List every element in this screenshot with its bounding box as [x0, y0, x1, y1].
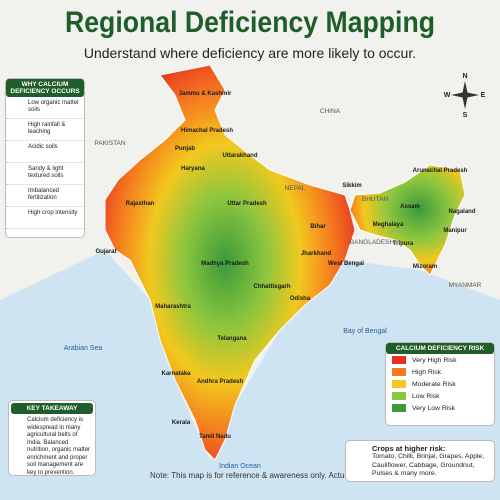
state-label: Haryana: [181, 166, 205, 172]
legend-swatch: [392, 404, 406, 412]
state-label: Meghalaya: [373, 222, 404, 228]
sea-label: Bay of Bengal: [343, 328, 387, 335]
state-label: Manipur: [443, 228, 467, 234]
causes-title: WHY CALCIUM DEFICIENCY OCCURS: [6, 79, 84, 97]
state-label: Nagaland: [448, 209, 475, 215]
legend-label: Very Low Risk: [412, 404, 456, 412]
country-label: MYANMAR: [449, 282, 482, 289]
state-label: Andhra Pradesh: [197, 379, 244, 385]
note: Note: This map is for reference & awaren…: [150, 471, 442, 480]
takeaway-text: Calcium deficiency is widespread in many…: [27, 417, 91, 476]
compass-label: W: [444, 92, 451, 99]
state-label: Odisha: [290, 296, 311, 302]
cause-item: High rainfall & leaching: [6, 119, 84, 141]
cause-item: Sandy & light textured soils: [6, 163, 84, 185]
legend-label: Very High Risk: [412, 356, 457, 364]
state-label: Mizoram: [413, 264, 437, 270]
state-label: Telangana: [217, 336, 247, 342]
takeaway-title: KEY TAKEAWAY: [11, 403, 93, 414]
cause-item: Low organic matter soils: [6, 97, 84, 119]
state-label: Himachal Pradesh: [181, 128, 233, 134]
legend-row: Very High Risk: [386, 354, 494, 366]
title: Regional Deficiency Mapping: [65, 6, 435, 39]
takeaway-panel: KEY TAKEAWAY Calcium deficiency is wides…: [8, 400, 96, 476]
compass: N E S W: [444, 73, 486, 119]
state-label: Rajasthan: [126, 201, 155, 207]
state-label: Madhya Pradesh: [201, 261, 249, 267]
crops-text: Tomato, Chilli, Brinjal, Grapes, Apple, …: [372, 453, 485, 478]
legend-swatch: [392, 368, 406, 376]
legend-row: Moderate Risk: [386, 378, 494, 390]
state-label: West Bengal: [328, 261, 364, 267]
country-label: CHINA: [320, 108, 341, 115]
state-label: Tripura: [393, 241, 414, 247]
legend-swatch: [392, 392, 406, 400]
country-label: BHUTAN: [362, 196, 389, 203]
legend-label: High Risk: [412, 368, 442, 376]
state-label: Uttar Pradesh: [227, 201, 267, 207]
state-label: Maharashtra: [155, 304, 191, 310]
state-label: Gujarat: [95, 249, 116, 255]
country-label: BANGLADESH: [350, 239, 395, 246]
legend-row: Very Low Risk: [386, 402, 494, 414]
legend-label: Moderate Risk: [412, 380, 456, 388]
legend-row: High Risk: [386, 366, 494, 378]
compass-label: E: [481, 92, 486, 99]
legend-label: Low Risk: [412, 392, 440, 400]
sea: [0, 250, 500, 500]
cause-item: Imbalanced fertilization: [6, 185, 84, 207]
compass-label: N: [462, 73, 467, 80]
state-label: Arunachal Pradesh: [413, 168, 468, 174]
state-label: Assam: [400, 204, 420, 210]
state-label: Chhattisgarh: [253, 284, 290, 290]
causes-panel: WHY CALCIUM DEFICIENCY OCCURS Low organi…: [5, 78, 85, 238]
state-label: Jammu & Kashmir: [179, 91, 232, 97]
legend-items: Very High Risk High Risk Moderate Risk Low …: [386, 354, 494, 414]
cause-item: High crop intensity: [6, 207, 84, 229]
compass-label: S: [463, 112, 468, 119]
state-label: Tamil Nadu: [199, 434, 231, 440]
subtitle: Understand where deficiency are more lik…: [84, 45, 416, 61]
state-label: Sikkim: [342, 183, 361, 189]
cause-item: Acidic soils: [6, 141, 84, 163]
legend-swatch: [392, 380, 406, 388]
state-label: Karnataka: [161, 371, 191, 377]
state-label: Bihar: [310, 224, 326, 230]
legend-swatch: [392, 356, 406, 364]
causes-list: Low organic matter soils High rainfall & …: [6, 97, 84, 229]
legend-row: Low Risk: [386, 390, 494, 402]
legend: CALCIUM DEFICIENCY RISK Very High Risk Hi…: [385, 342, 495, 426]
crops-panel: Crops at higher risk: Tomato, Chilli, Br…: [345, 440, 495, 482]
state-label: Jharkhand: [301, 251, 332, 257]
state-label: Uttarakhand: [222, 153, 257, 159]
country-label: NEPAL: [285, 185, 306, 192]
india-mainland: [104, 64, 356, 461]
sea-label: Indian Ocean: [219, 463, 261, 470]
country-label: PAKISTAN: [94, 140, 125, 147]
sea-label: Arabian Sea: [64, 345, 103, 352]
state-label: Punjab: [175, 146, 195, 152]
legend-title: CALCIUM DEFICIENCY RISK: [386, 343, 494, 354]
india-northeast: [349, 164, 466, 276]
state-label: Kerala: [172, 420, 191, 426]
crops-title: Crops at higher risk:: [372, 444, 446, 453]
